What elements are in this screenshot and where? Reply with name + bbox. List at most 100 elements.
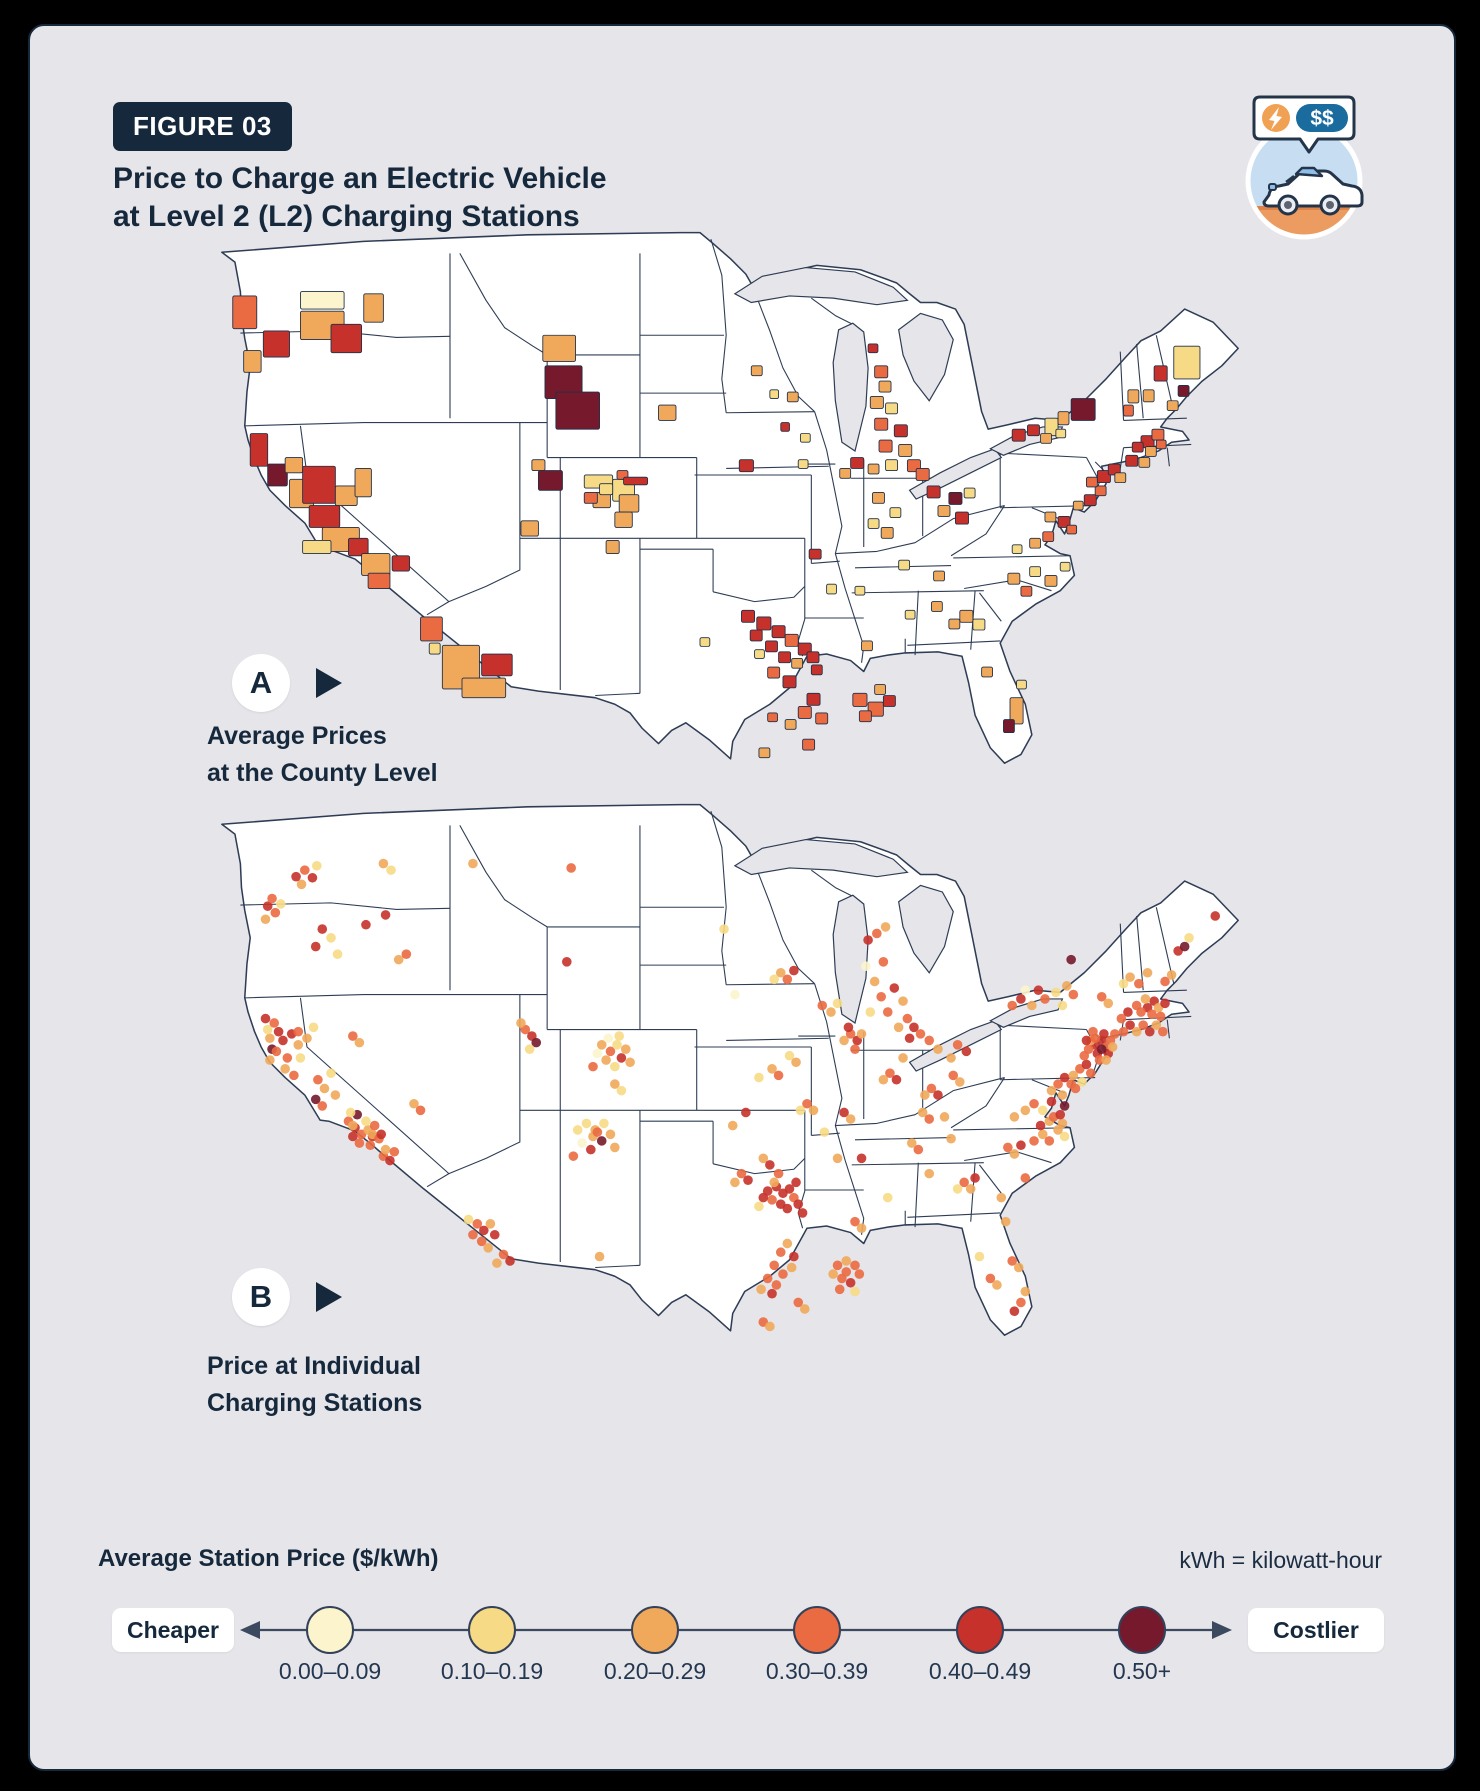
station-dot [782,974,793,985]
station-dot [262,1024,273,1035]
panel-a-label-line1: Average Prices [207,722,387,750]
station-dot [754,1072,764,1083]
station-dot [348,1031,358,1041]
station-dot [616,1053,627,1063]
station-dot [389,1146,400,1157]
county-patch [1153,365,1168,382]
station-dot [799,1304,810,1314]
state-border [1000,1077,1096,1081]
county-patch [262,330,290,358]
county-patch [867,463,880,475]
station-dot [1016,994,1026,1004]
station-dot [1158,1026,1168,1037]
station-dot [920,1090,930,1100]
station-dot [946,1133,956,1144]
state-border [953,1127,1071,1131]
state-border [950,505,1006,557]
station-dot [917,1107,928,1118]
station-dot [378,858,389,869]
county-patch [1027,424,1040,437]
station-dot [313,1074,323,1085]
station-dot [915,1029,926,1039]
station-dot [954,1077,965,1087]
county-patch [758,747,771,759]
station-dot [933,1044,943,1054]
station-dot [1184,933,1194,943]
state-border [835,505,1005,555]
station-dot [289,1070,299,1081]
county-patch [284,457,304,474]
station-dot [878,957,889,967]
county-patch [778,651,792,664]
station-dot [891,1074,902,1085]
station-dot [741,1107,751,1118]
station-dot [603,1033,614,1044]
county-patch [948,492,963,505]
station-dot [1118,978,1129,989]
county-patch [869,395,884,409]
station-dot [775,1247,786,1258]
county-patch [767,712,778,723]
county-patch [363,293,384,323]
station-dot [771,1280,782,1290]
station-dot [1020,1105,1031,1116]
station-dot [1079,1050,1090,1061]
station-dot [1151,1020,1162,1030]
station-dot [1020,1173,1031,1183]
station-dot [262,901,273,911]
station-dot [265,1033,275,1044]
station-dot [282,1053,293,1063]
legend-bin-circle [468,1606,516,1654]
county-patch [1125,454,1139,467]
county-patch [420,616,443,642]
figure-badge: FIGURE 03 [113,102,292,151]
station-dot [913,1144,924,1155]
state-border [1136,915,1144,991]
station-dot [845,1114,856,1124]
county-patch [852,692,868,707]
state-border [835,1077,1005,1127]
legend-bin-range: 0.10–0.19 [440,1658,544,1684]
legend-cheaper-label: Cheaper [112,1608,234,1652]
station-dot [1016,1140,1026,1151]
station-dot [308,1022,319,1033]
station-dot [291,871,301,882]
station-dot [719,924,729,934]
county-patch [885,402,899,415]
station-dot [850,1216,860,1227]
county-patch [1057,516,1071,528]
station-dot [1125,1020,1135,1030]
station-dot [1016,1297,1026,1308]
station-dot [904,1033,915,1044]
station-dot [1035,1120,1046,1131]
county-patch [904,609,916,620]
county-patch [963,487,976,499]
station-dot [902,1013,913,1024]
station-dot [380,1144,391,1155]
great-lake [898,884,954,974]
panel-b-label: Price at Individual Charging Stations [207,1348,422,1422]
figure-title-line2: at Level 2 (L2) Charging Stations [113,200,580,233]
station-dot [793,1297,804,1308]
county-patch [302,465,336,504]
county-patch [232,295,258,330]
legend-bin-range: 0.30–0.39 [765,1658,869,1684]
station-dot [605,1129,616,1140]
lightning-bolt-icon [1269,107,1282,130]
station-dot [620,1044,631,1054]
state-border [726,1037,829,1041]
county-patch [1131,441,1144,453]
county-patch [867,343,879,354]
station-dot [498,1249,509,1260]
panel-b-letter: B [232,1268,290,1326]
county-patch [1044,511,1057,523]
county-patch [898,559,911,571]
station-dot [839,1107,849,1118]
county-patch [893,424,908,438]
state-border [907,1212,1001,1218]
station-dot [524,1044,535,1054]
county-patch [1059,561,1071,572]
county-patch [915,467,930,481]
county-patch [391,555,411,572]
station-dot [1013,1262,1024,1273]
